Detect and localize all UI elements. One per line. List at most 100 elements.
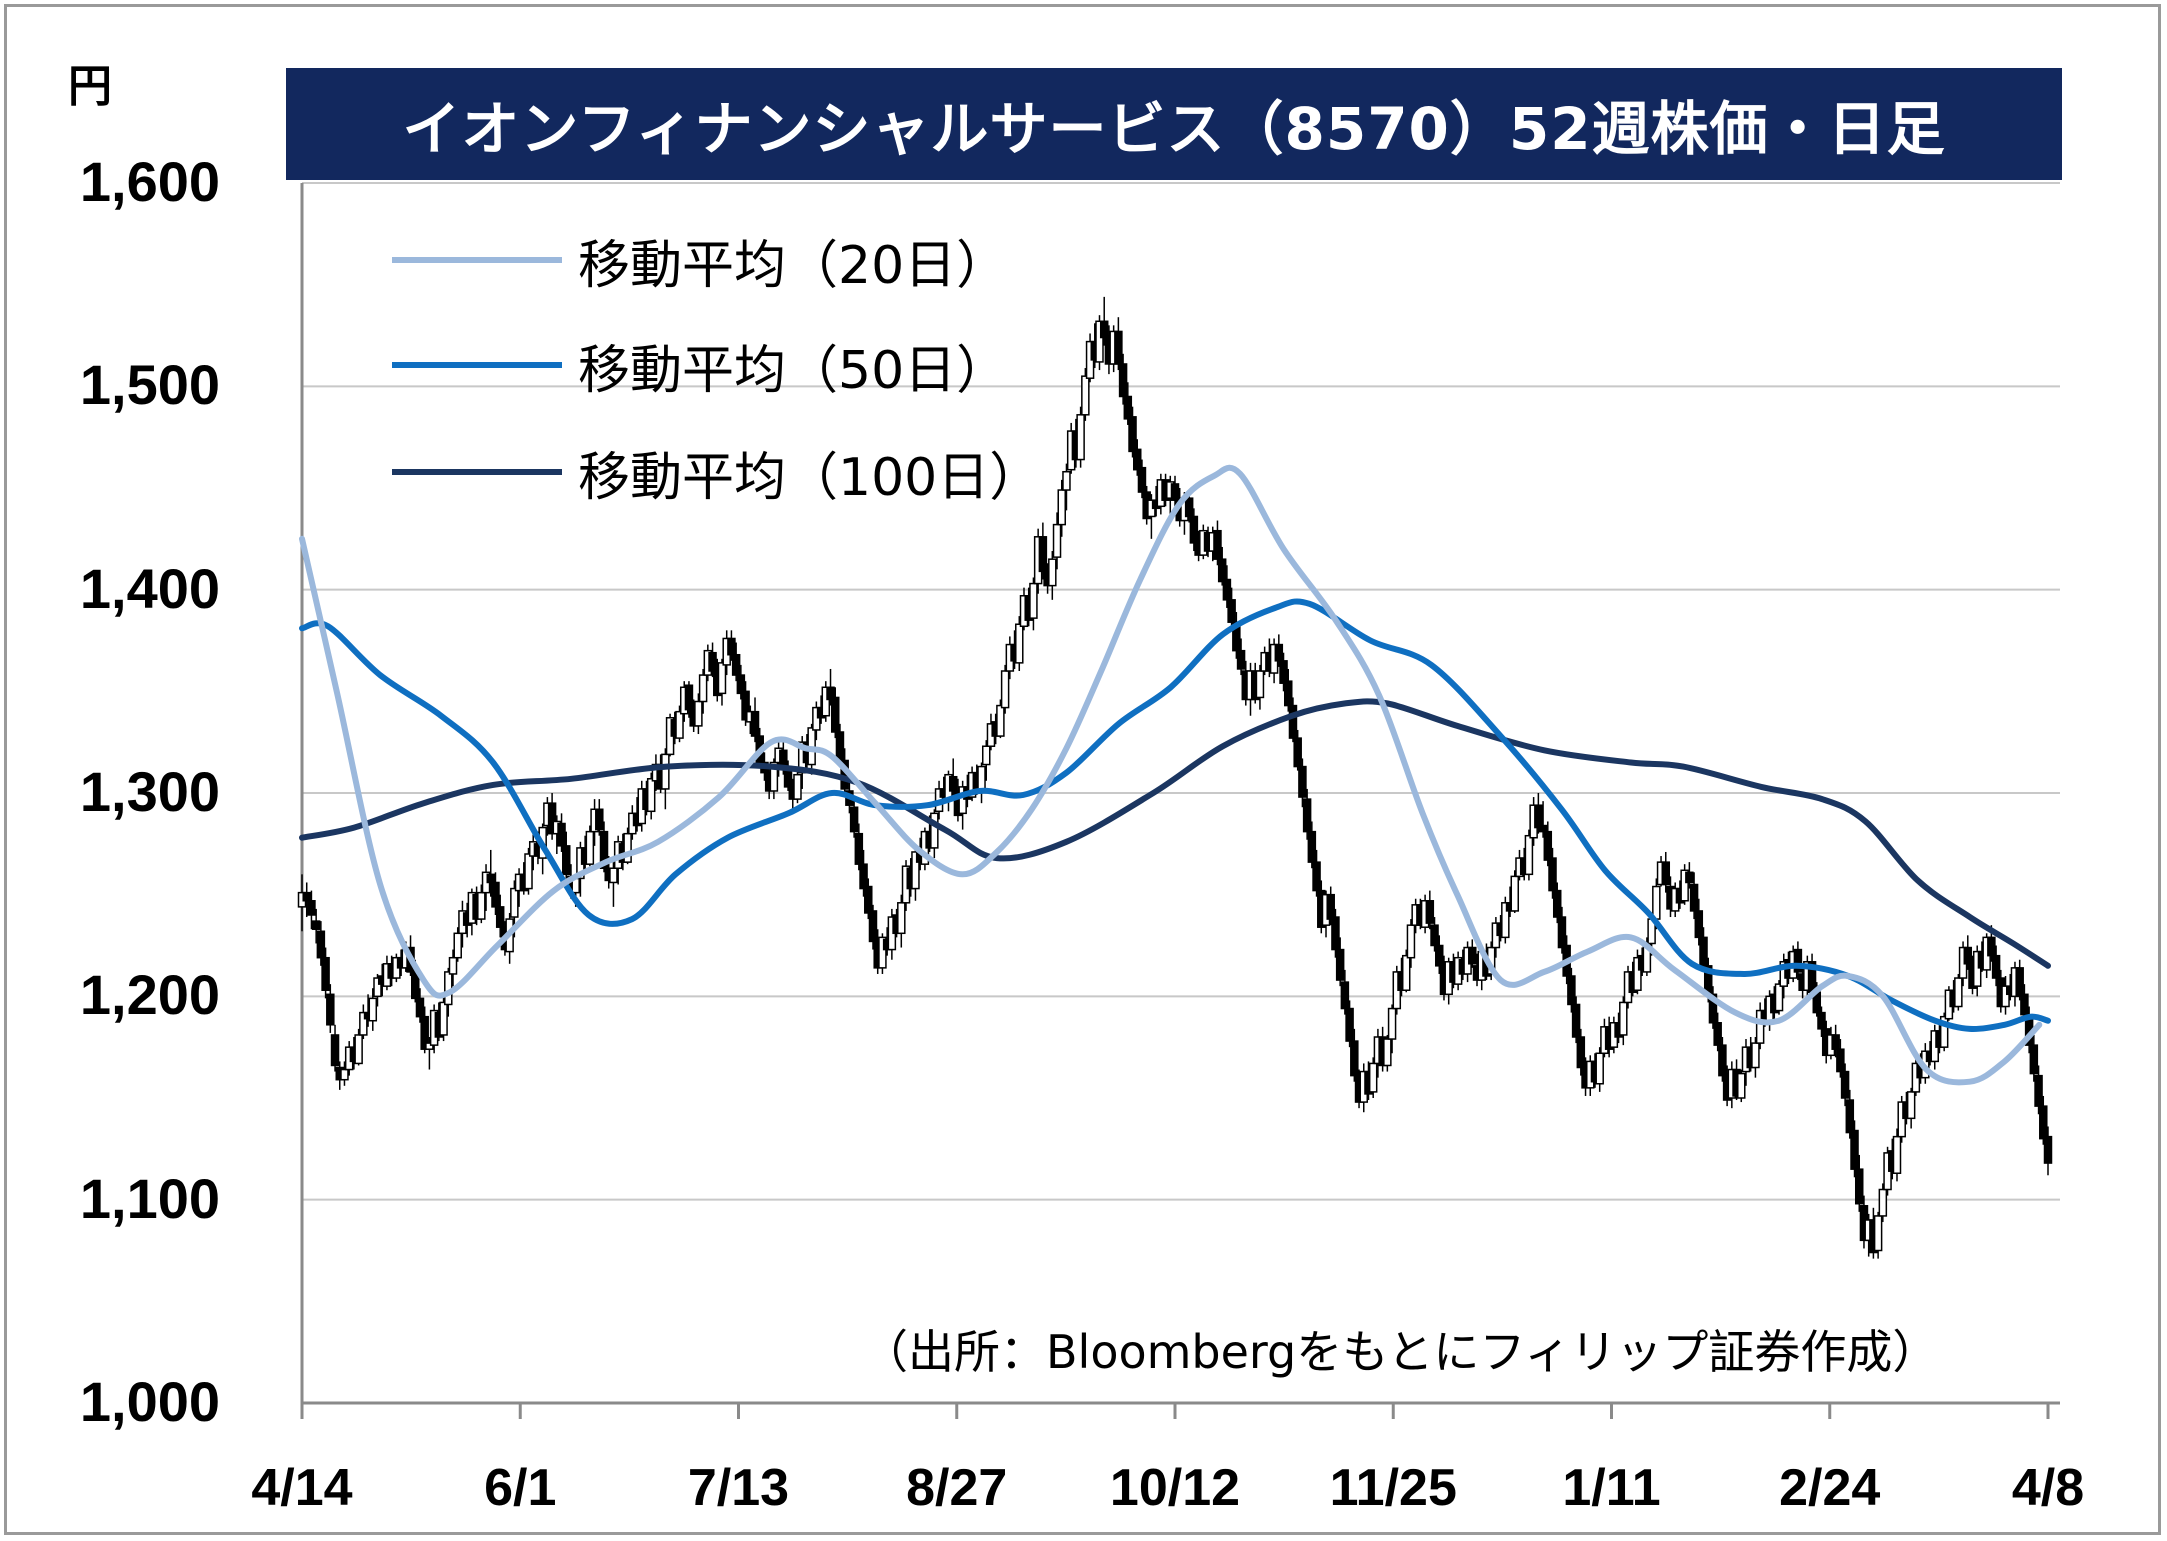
candle-body: [1118, 363, 1128, 398]
candle-body: [1048, 558, 1057, 587]
candle-body: [1633, 956, 1642, 991]
candle-body: [1335, 948, 1345, 981]
x-tick-label: 8/27: [906, 1459, 1008, 1517]
candle-body: [1217, 558, 1227, 583]
candle-body: [1755, 1009, 1765, 1044]
candle-body: [1095, 320, 1104, 363]
candle-body: [359, 1011, 368, 1036]
candle-body: [307, 900, 316, 916]
candle-body: [731, 653, 741, 676]
candle-body: [444, 971, 453, 1006]
legend-item-ma20: 移動平均（20日）: [392, 225, 1008, 296]
candle-body: [1906, 1091, 1916, 1120]
x-tick-label: 2/24: [1779, 1459, 1881, 1517]
ma20-line: [299, 464, 2043, 1086]
y-tick-label: 1,000: [79, 1370, 220, 1433]
candle-body: [958, 786, 967, 815]
candle-body: [1137, 466, 1147, 493]
candle-body: [1718, 1044, 1727, 1077]
x-tick-label: 11/25: [1329, 1459, 1457, 1517]
candle-body: [1737, 1072, 1746, 1099]
candle-body: [1076, 414, 1085, 461]
candle-body: [599, 830, 609, 869]
candle-body: [1854, 1168, 1864, 1205]
candle-body: [1255, 670, 1265, 699]
x-tick-label: 10/12: [1109, 1459, 1241, 1517]
candle-body: [1468, 946, 1477, 965]
candle-body: [316, 930, 326, 959]
candle-body: [1538, 824, 1548, 833]
candle-body: [854, 832, 864, 865]
ma50-line: [299, 598, 2051, 1032]
candle-body: [1619, 1001, 1628, 1036]
x-tick-label: 4/8: [2011, 1459, 2085, 1517]
candle-body: [354, 1034, 363, 1065]
candle-body: [595, 808, 604, 831]
candle-body: [1288, 704, 1298, 739]
chart-title: イオンフィナンシャルサービス（8570）52週株価・日足: [286, 68, 2062, 180]
source-note: （出所：Bloombergをもとにフィリップ証券作成）: [862, 1325, 1939, 1379]
candle-body: [1892, 1135, 1902, 1174]
candle-body: [1331, 916, 1340, 951]
candle-body: [1817, 1011, 1826, 1030]
candle-body: [420, 1015, 429, 1050]
legend-item-ma100: 移動平均（100日）: [392, 437, 1041, 508]
candle-body: [864, 885, 873, 914]
candle-body: [1850, 1129, 1859, 1170]
candle-body: [727, 637, 736, 656]
x-tick-label: 1/11: [1562, 1459, 1661, 1517]
candle-body: [2001, 985, 2010, 1008]
candle-body: [1015, 623, 1024, 664]
y-tick-label: 1,100: [79, 1166, 220, 1230]
candle-body: [1326, 893, 1335, 920]
legend-swatch-ma100: [392, 469, 562, 475]
candle-body: [996, 704, 1005, 737]
candle-body: [373, 977, 382, 998]
candle-body: [859, 863, 868, 890]
candle-body: [849, 806, 859, 833]
candle-body: [340, 1068, 349, 1081]
candle-body: [708, 651, 717, 672]
candle-body: [1524, 834, 1534, 876]
candle-body: [897, 902, 906, 935]
candle-body: [302, 891, 311, 902]
candle-body: [779, 749, 788, 768]
candle-body: [1963, 946, 1973, 965]
candle-body: [491, 881, 500, 908]
candle-body: [321, 956, 330, 991]
candle-body: [448, 956, 458, 975]
candle-body: [557, 822, 566, 847]
candle-body: [1350, 1040, 1359, 1077]
candle-body: [981, 745, 991, 766]
y-tick-label: 1,600: [79, 150, 220, 213]
candle-body: [1713, 1022, 1722, 1046]
candle-body: [812, 706, 821, 731]
candle-body: [1595, 1052, 1604, 1085]
candle-body: [1845, 1099, 1855, 1134]
candle-body: [977, 765, 986, 792]
candle-body: [1000, 670, 1010, 709]
candle-body: [2015, 967, 2024, 998]
candle-body: [1972, 950, 1982, 987]
candle-body: [1831, 1034, 1840, 1050]
candle-body: [821, 686, 831, 717]
x-tick-label: 6/1: [484, 1459, 557, 1517]
candle-body: [694, 700, 703, 727]
candle-body: [1430, 924, 1439, 947]
candle-body: [2043, 1135, 2053, 1164]
ma100-line: [299, 698, 2051, 969]
candle-body: [1878, 1188, 1888, 1217]
candle-body: [1279, 660, 1288, 684]
candle-body: [1501, 902, 1510, 939]
candle-body: [1052, 523, 1062, 558]
candle-body: [1571, 1003, 1581, 1038]
candle-body: [547, 802, 557, 835]
candle-body: [2039, 1105, 2048, 1140]
candle-body: [1685, 871, 1694, 884]
candle-body: [1383, 1038, 1392, 1067]
candle-body: [2034, 1074, 2043, 1107]
candle-body: [1345, 1007, 1354, 1042]
candle-body: [368, 997, 378, 1022]
candle-body: [1340, 981, 1350, 1010]
candle-body: [1406, 924, 1416, 959]
